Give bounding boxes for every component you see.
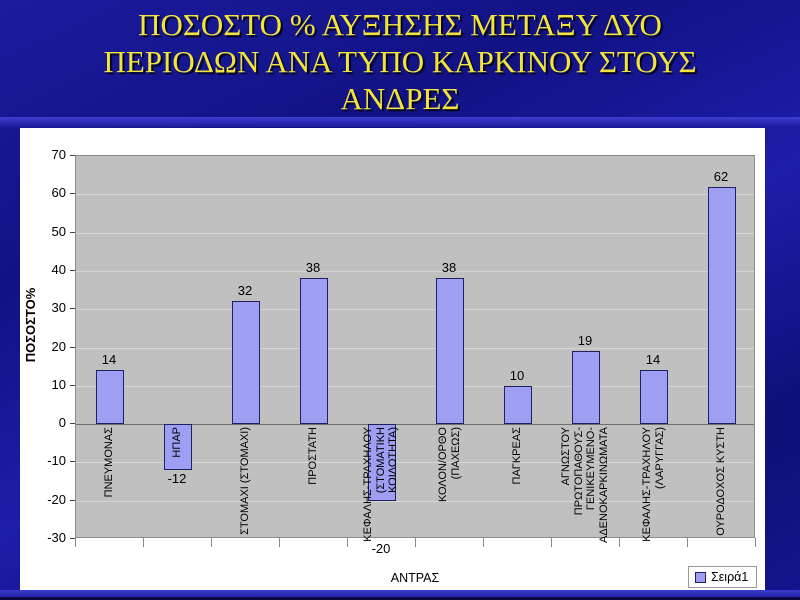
bar [96,370,124,424]
y-axis-tick-mark [70,499,75,501]
category-axis-label: ΠΡΟΣΤΑΤΗ [306,427,319,485]
y-axis-tick-label: -10 [47,453,66,469]
bar [436,278,464,424]
x-axis-tick-mark [755,538,756,547]
y-axis-tick-label: 60 [51,185,66,201]
bar [572,351,600,424]
y-axis-tick-label: 30 [51,300,66,316]
zero-axis-line [76,424,754,426]
legend: Σειρά1 [688,566,758,588]
bar [232,301,260,424]
x-axis-tick-mark [75,538,76,547]
y-axis-tick-label: -30 [47,530,66,545]
footer-divider-shadow [0,597,800,600]
y-axis-tick-label: 20 [51,338,66,354]
title-divider-line [0,117,800,127]
x-axis-tick-mark [415,538,416,547]
y-axis-tick-label: 40 [51,261,66,277]
y-axis-tick-mark [70,538,75,539]
category-axis-label: ΟΥΡΟΔΟΧΟΣ ΚΥΣΤΗ [714,427,727,536]
bar-value-label: 10 [509,367,525,383]
y-axis-tick-mark [70,461,75,463]
category-axis-label: ΠΝΕΥΜΟΝΑΣ [102,427,115,498]
y-axis-tick-label: 0 [58,415,66,431]
y-axis-tick-label: -20 [47,491,66,507]
bar [164,424,192,470]
y-axis-tick-mark [70,346,75,348]
bar-value-label: 38 [441,260,457,276]
y-axis-tick-label: 50 [51,223,66,239]
bar-value-label: -12 [167,470,187,486]
slide-title-line-2: ΠΕΡΙΟΔΩΝ ΑΝΑ ΤΥΠΟ ΚΑΡΚΙΝΟΥ ΣΤΟΥΣ [103,44,697,79]
y-axis-title: ΠΟΣΟΣΤΟ% [23,287,38,363]
x-axis-tick-mark [279,538,280,547]
gridline [76,194,754,196]
category-axis-label: ΠΑΓΚΡΕΑΣ [510,427,523,485]
slide-title-line-3: ΑΝΔΡΕΣ [340,81,460,116]
legend-series-label: Σειρά1 [711,570,749,584]
bar-value-label: -20 [371,541,391,556]
y-axis-tick-label: 10 [51,376,66,392]
gridline [76,309,754,311]
gridline [76,270,754,272]
gridline [76,347,754,349]
bar [368,424,396,501]
y-axis-tick-mark [70,308,75,310]
bar [504,385,532,424]
y-axis-tick-mark [70,231,75,233]
bar-value-label: 19 [577,333,593,349]
slide-title: ΠΟΣΟΣΤΟ % ΑΥΞΗΣΗΣ ΜΕΤΑΞΥ ΔΥΟ ΠΕΡΙΟΔΩΝ ΑΝ… [0,6,800,117]
category-axis-label: ΚΟΛΟΝ/ΟΡΘΟ (ΠΑΧΕΩΣ) [436,427,462,503]
bar-value-label: 38 [305,260,321,276]
bar [640,370,668,424]
gridline [76,385,754,387]
y-axis-tick-label: 70 [51,147,66,162]
x-axis-tick-mark [211,538,212,547]
bar-value-label: 32 [237,283,253,299]
footer-divider-line [0,590,800,597]
category-axis-label: ΚΕΦΑΛΗΣ-ΤΡΑΧΗΛΟΥ (ΣΤΟΜΑΤΙΚΗ ΚΟΙΛΟΤΗΤΑ) [362,427,400,542]
slide-title-line-1: ΠΟΣΟΣΤΟ % ΑΥΞΗΣΗΣ ΜΕΤΑΞΥ ΔΥΟ [138,7,662,42]
x-axis-tick-mark [619,538,620,547]
y-axis-tick-mark [70,384,75,386]
y-axis-tick-mark [70,269,75,271]
category-axis-label: ΗΠΑΡ [170,427,183,458]
x-axis-tick-mark [143,538,144,547]
x-axis-tick-mark [687,538,688,547]
x-axis-tick-mark [483,538,484,547]
y-axis-tick-mark [70,423,75,425]
bar [300,278,328,424]
category-axis-label: ΣΤΟΜΑΧΙ (ΣΤΟΜΑΧΙ) [238,427,251,535]
category-axis-label: ΚΕΦΑΛΗΣ-ΤΡΑΧΗΛΟΥ (ΛΑΡΥΓΓΑΣ) [640,427,666,542]
x-axis-title: ΑΝΤΡΑΣ [390,571,440,585]
category-axis-label: ΑΓΝΩΣΤΟΥ ΠΡΩΤΟΠΑΘΟΥΣ- ΓΕΝΙΚΕΥΜΕΝΟ- ΑΔΕΝΟ… [560,427,610,544]
gridline [76,232,754,234]
bar-value-label: 14 [101,352,117,368]
bar-chart: ΠΟΣΟΣΤΟ% ΑΝΤΡΑΣ Σειρά1 70 60 50 40 30 20 10 0 -1… [20,128,765,590]
y-axis-tick-mark [70,155,75,156]
y-axis-tick-mark [70,193,75,195]
bar-value-label: 62 [713,168,729,184]
x-axis-tick-mark [347,538,348,547]
x-axis-tick-mark [551,538,552,547]
gridline [76,462,754,464]
bar-value-label: 14 [645,352,661,368]
gridline [76,500,754,502]
plot-area [75,155,755,538]
bar [708,186,736,424]
legend-swatch-icon [695,571,706,583]
